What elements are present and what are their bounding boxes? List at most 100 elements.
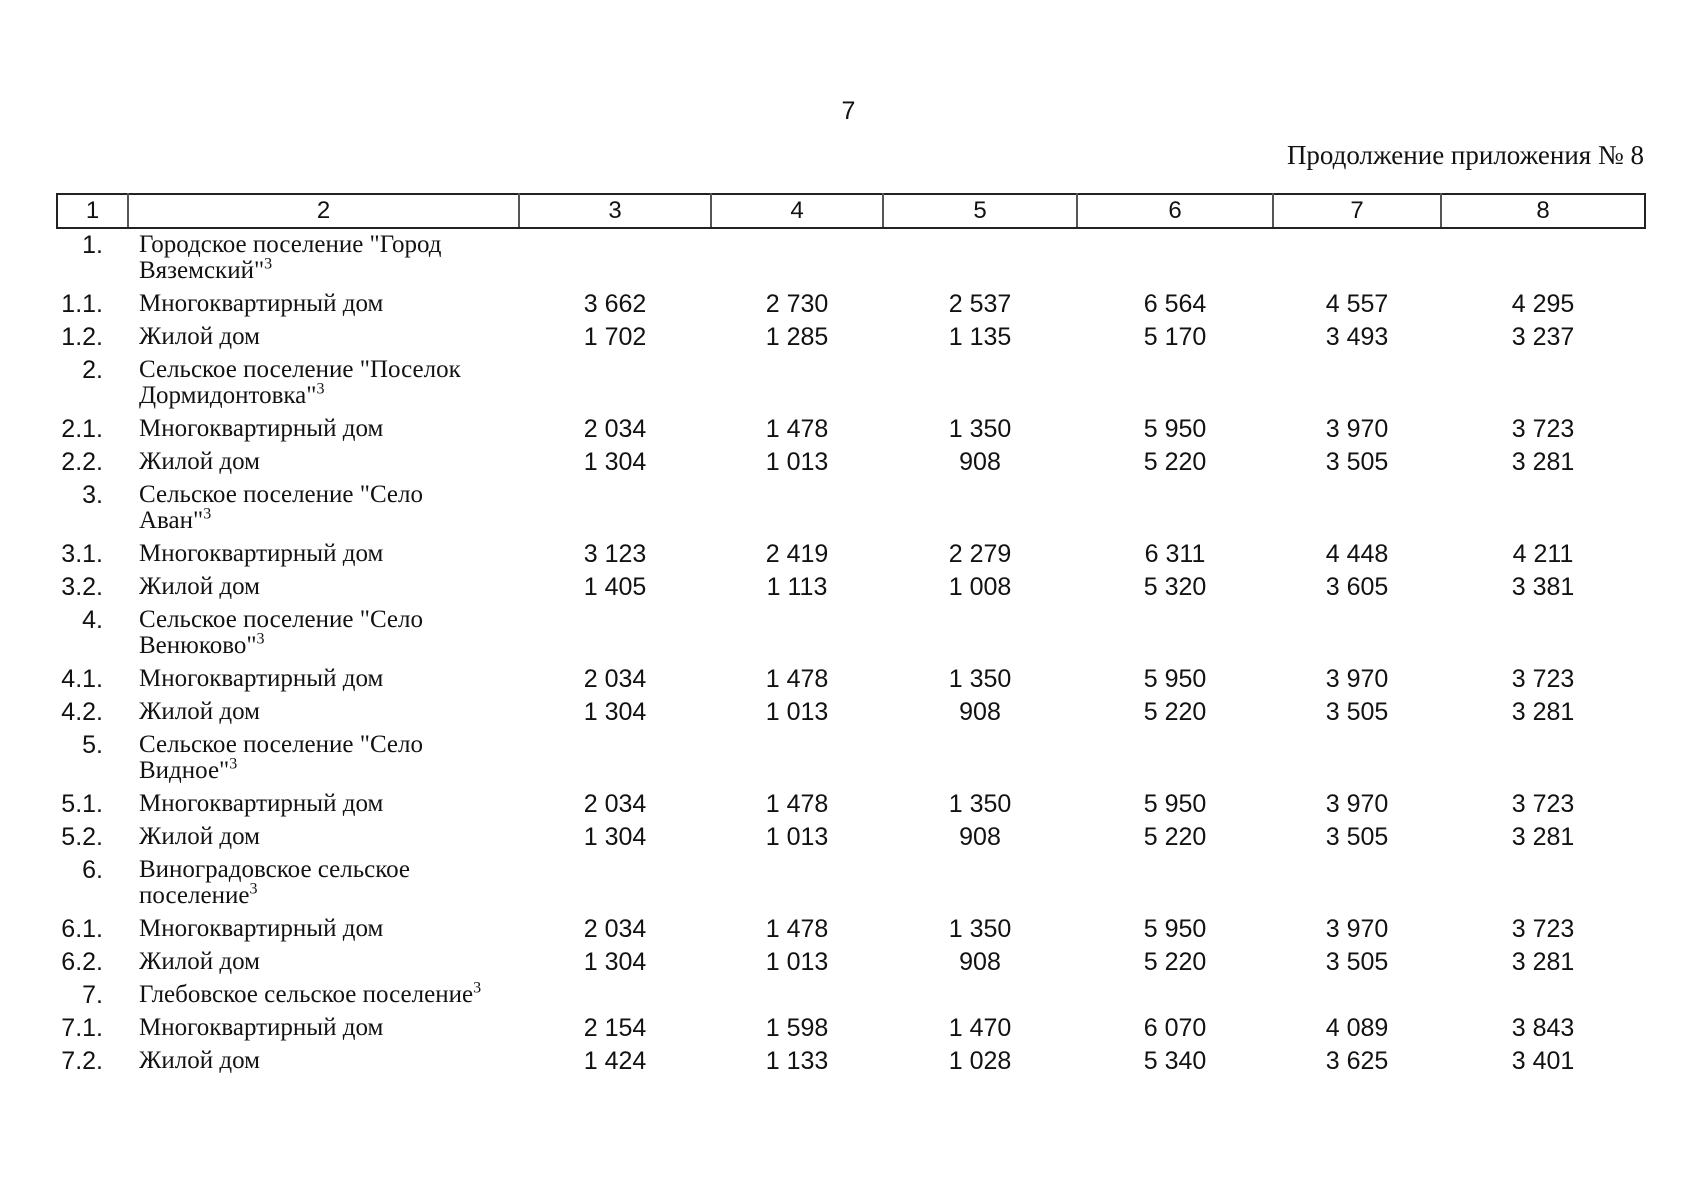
footnote-ref: 3 [316,380,325,398]
value-cell: 1 133 [765,1047,829,1075]
value-cell: 1 304 [583,698,647,726]
row-number-cell: 5.1. [61,790,103,818]
value-cell [1441,354,1645,413]
value-cell: 1 478 [765,915,829,943]
table-row: 6. Виноградовское сельское поселение3 [57,854,1645,913]
row-label-cell: Жилой дом [128,821,519,854]
value-cell: 1 350 [948,790,1012,818]
value-cell: 3 281 [1511,698,1575,726]
value-cell [519,479,711,538]
table-row: 3.1. Многоквартирный дом 3 123 2 419 2 2… [57,538,1645,571]
value-cell: 4 089 [1325,1014,1389,1042]
value-cell [883,979,1077,1012]
value-cell: 1 304 [583,448,647,476]
continuation-caption: Продолжение приложения № 8 [1286,140,1644,170]
row-label-cell: Многоквартирный дом [128,413,519,446]
value-cell: 3 723 [1511,415,1575,443]
row-number-cell: 3. [82,481,103,509]
value-cell [1273,228,1441,288]
value-cell: 1 013 [765,448,829,476]
row-number-cell: 7. [82,981,103,1009]
row-label: Сельское поселение "Село Видное" [139,731,424,784]
footnote-ref: 3 [249,880,258,898]
value-cell [519,604,711,663]
column-header-7: 7 [1272,193,1442,229]
value-cell: 1 478 [765,415,829,443]
table-row: 4.1. Многоквартирный дом 2 034 1 478 1 3… [57,663,1645,696]
row-number-cell: 5. [82,731,103,759]
row-number-cell: 5.2. [61,823,103,851]
value-cell [711,479,883,538]
value-cell: 1 478 [765,790,829,818]
row-label: Многоквартирный дом [139,540,384,567]
value-cell [1441,729,1645,788]
row-label-cell: Жилой дом [128,321,519,354]
value-cell: 4 295 [1511,290,1575,318]
row-label: Жилой дом [139,698,260,725]
row-number-cell: 6. [82,856,103,884]
value-cell: 1 350 [948,915,1012,943]
value-cell: 6 070 [1143,1014,1207,1042]
row-label-cell: Жилой дом [128,1045,519,1078]
value-cell: 1 304 [583,948,647,976]
value-cell: 5 950 [1143,915,1207,943]
row-label-cell: Жилой дом [128,446,519,479]
value-cell: 2 034 [583,415,647,443]
value-cell: 1 598 [765,1014,829,1042]
value-cell: 2 034 [583,665,647,693]
row-label: Многоквартирный дом [139,415,384,442]
value-cell: 3 970 [1325,415,1389,443]
row-label-cell: Городское поселение "Город Вяземский"3 [128,228,519,288]
value-cell: 3 605 [1325,573,1389,601]
value-cell: 1 424 [583,1047,647,1075]
value-cell: 1 470 [948,1014,1012,1042]
value-cell: 2 419 [765,540,829,568]
table-row: 1. Городское поселение "Город Вяземский"… [57,228,1645,288]
value-cell [519,729,711,788]
document-page: 7 Продолжение приложения № 8 1 2 3 4 5 6… [0,97,1697,1200]
row-number-cell: 2.1. [61,415,103,443]
value-cell: 3 505 [1325,823,1389,851]
value-cell [1273,604,1441,663]
row-number-cell: 3.2. [61,573,103,601]
value-cell: 1 135 [948,323,1012,351]
value-cell: 3 970 [1325,790,1389,818]
value-cell: 2 154 [583,1014,647,1042]
value-cell: 3 843 [1511,1014,1575,1042]
row-number-cell: 3.1. [61,540,103,568]
value-cell: 6 311 [1144,540,1206,568]
value-cell: 2 730 [765,290,829,318]
value-cell: 3 381 [1511,573,1575,601]
row-number-cell: 4. [82,606,103,634]
row-number-cell: 7.1. [61,1014,103,1042]
value-cell: 2 537 [948,290,1012,318]
row-label: Жилой дом [139,323,260,350]
row-label-cell: Глебовское сельское поселение3 [128,979,519,1012]
table-header-row: 1 2 3 4 5 6 7 8 [56,193,1646,229]
table-row: 2.1. Многоквартирный дом 2 034 1 478 1 3… [57,413,1645,446]
value-cell: 1 702 [583,323,647,351]
table-row: 5.1. Многоквартирный дом 2 034 1 478 1 3… [57,788,1645,821]
value-cell [711,354,883,413]
value-cell: 3 493 [1325,323,1389,351]
value-cell: 3 723 [1511,915,1575,943]
row-label: Жилой дом [139,948,260,975]
footnote-ref: 3 [229,755,238,773]
row-label: Многоквартирный дом [139,1014,384,1041]
value-cell [1441,228,1645,288]
value-cell: 3 281 [1511,948,1575,976]
value-cell [1441,479,1645,538]
table-row: 4. Сельское поселение "Село Венюково"3 [57,604,1645,663]
value-cell: 6 564 [1143,290,1207,318]
row-label-cell: Сельское поселение "Поселок Дормидонтовк… [128,354,519,413]
row-label-cell: Жилой дом [128,571,519,604]
appendix-table: 1 2 3 4 5 6 7 8 1. Городское поселение "… [56,193,1646,1078]
row-label-cell: Сельское поселение "Село Венюково"3 [128,604,519,663]
table-row: 2. Сельское поселение "Поселок Дормидонт… [57,354,1645,413]
value-cell: 5 220 [1143,823,1207,851]
value-cell: 4 557 [1325,290,1389,318]
column-header-2: 2 [127,193,520,229]
value-cell [711,228,883,288]
row-label: Жилой дом [139,448,260,475]
value-cell [1077,354,1273,413]
